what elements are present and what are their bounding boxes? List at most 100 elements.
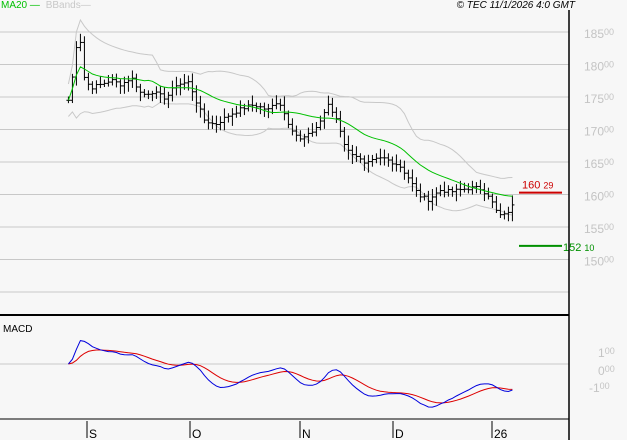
ohlc-bar	[370, 154, 375, 167]
price-axis: 18500 18000 17500 17000 16500 16000 15500 15000	[584, 27, 614, 269]
ohlc-bar	[286, 110, 291, 129]
ohlc-bar	[266, 103, 271, 119]
ohlc-bar	[214, 115, 219, 133]
ohlc-bar	[154, 86, 159, 99]
price-tick-label: 15500	[584, 222, 614, 236]
ohlc-bar	[218, 116, 223, 131]
ohlc-bar	[174, 76, 179, 96]
ohlc-bar	[406, 169, 411, 184]
ohlc-bar	[394, 154, 399, 172]
ohlc-bar	[194, 85, 199, 113]
price-tick-label: 15000	[584, 255, 614, 269]
ohlc-bar	[182, 73, 187, 90]
ohlc-bar	[314, 121, 319, 137]
ohlc-bar	[430, 188, 435, 211]
ohlc-bar	[238, 100, 243, 117]
ohlc-bar	[374, 153, 379, 164]
date-axis: S O N D 26	[86, 421, 508, 440]
ohlc-bar	[294, 125, 299, 142]
price-tick-label: 18000	[584, 60, 614, 74]
ohlc-bar	[226, 113, 231, 123]
ohlc-bar	[134, 73, 139, 93]
ohlc-bar	[158, 85, 163, 103]
ohlc-bar	[490, 193, 495, 209]
macd-line	[68, 340, 513, 408]
date-tick-label: N	[302, 427, 311, 440]
ohlc-bar	[106, 75, 111, 87]
ohlc-bar	[466, 183, 471, 194]
ohlc-bar	[378, 148, 383, 166]
ohlc-bar	[250, 95, 255, 112]
bband-lower	[68, 101, 513, 216]
bband-upper	[67, 18, 513, 179]
ohlc-bar	[494, 196, 499, 214]
ohlc-bar	[502, 210, 507, 220]
ohlc-bar	[486, 187, 491, 200]
ohlc-bar	[258, 102, 263, 115]
ohlc-bar	[418, 183, 423, 203]
ohlc-bar	[366, 154, 371, 173]
ohlc-bar	[278, 98, 283, 111]
ohlc-bar	[274, 95, 279, 110]
ohlc-bar	[506, 206, 511, 222]
ohlc-bar	[166, 91, 171, 109]
ohlc-bar	[342, 127, 347, 152]
ohlc-bar	[398, 159, 403, 173]
date-tick-label: S	[89, 427, 97, 440]
ohlc-bar	[298, 130, 303, 142]
legend-ma20-swatch: —	[27, 0, 40, 11]
ohlc-bar	[426, 190, 431, 211]
ohlc-bar	[170, 80, 175, 102]
ohlc-bar	[98, 76, 103, 89]
ohlc-bar	[126, 75, 131, 92]
price-levels: 160 29 152 10	[519, 180, 594, 254]
macd-panel: 100 000 -100	[0, 340, 615, 408]
ohlc-bar	[330, 97, 335, 117]
ohlc-bar	[282, 96, 287, 121]
ohlc-bar	[210, 115, 215, 129]
macd-tick-label: 000	[598, 364, 615, 378]
price-gridlines	[0, 31, 569, 293]
price-tick-label: 17000	[584, 125, 614, 139]
date-tick-label: D	[395, 427, 404, 440]
ohlc-bar	[326, 95, 331, 116]
ohlc-bar	[474, 182, 479, 194]
ohlc-bar	[510, 195, 515, 222]
ohlc-bar	[86, 72, 91, 91]
legend-ma20: MA20	[1, 0, 28, 11]
legend-bbands: BBands	[45, 0, 81, 11]
ohlc-bar	[322, 109, 327, 129]
ohlc-bar	[482, 183, 487, 202]
ohlc-bar	[350, 144, 355, 164]
ohlc-bar	[90, 81, 95, 95]
ohlc-bar	[434, 187, 439, 206]
ohlc-bar	[450, 186, 455, 197]
legend-bbands-swatch: —	[80, 0, 91, 11]
ohlc-bar	[202, 103, 207, 124]
ohlc-bar	[190, 73, 195, 101]
ohlc-bar	[462, 182, 467, 193]
price-tick-label: 17500	[584, 92, 614, 106]
ohlc-bar	[382, 149, 387, 166]
ma20-line	[67, 66, 513, 197]
macd-tick-label: -100	[589, 381, 610, 395]
ohlc-bar	[422, 192, 427, 201]
ohlc-bar	[390, 156, 395, 172]
ohlc-bar	[358, 153, 363, 164]
ohlc-bar	[82, 36, 87, 81]
ohlc-bar	[150, 90, 155, 102]
ohlc-bar	[262, 102, 267, 117]
macd-title: MACD	[3, 324, 32, 335]
ohlc-bar	[178, 78, 183, 96]
ohlc-bar	[346, 135, 351, 160]
date-tick-label: 26	[494, 427, 508, 440]
ohlc-bar	[206, 110, 211, 130]
ohlc-bar	[254, 102, 259, 113]
ohlc-bar	[94, 80, 99, 94]
ohlc-bar	[102, 79, 107, 88]
ohlc-bar	[198, 95, 203, 118]
ohlc-bar	[118, 79, 123, 94]
copyright: © TEC 11/1/2026 4:0 GMT	[456, 0, 575, 11]
